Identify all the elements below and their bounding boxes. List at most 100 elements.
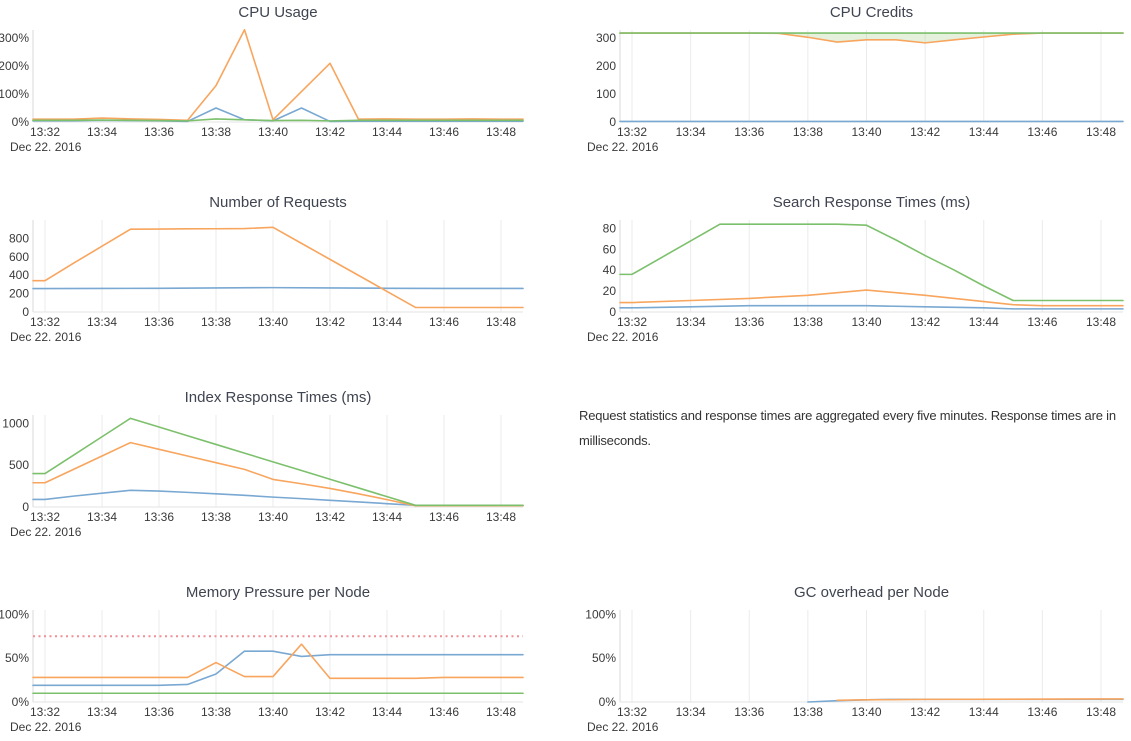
chart-title: CPU Usage bbox=[238, 4, 317, 21]
y-tick-label: 0% bbox=[12, 695, 30, 709]
x-tick-label: 13:34 bbox=[87, 125, 117, 139]
x-tick-label: 13:32 bbox=[30, 510, 60, 524]
y-tick-label: 0 bbox=[609, 115, 616, 129]
series-line-node-orange bbox=[32, 28, 524, 122]
x-tick-label: 13:40 bbox=[258, 510, 288, 524]
x-tick-label: 13:38 bbox=[793, 125, 823, 139]
x-tick-label: 13:42 bbox=[315, 510, 345, 524]
x-tick-label: 13:34 bbox=[676, 125, 706, 139]
y-tick-label: 300% bbox=[0, 31, 29, 45]
y-tick-label: 50% bbox=[592, 651, 616, 665]
search-response-times-plot: Search Response Times (ms) 0 20 40 60 80 13:32… bbox=[587, 194, 1124, 344]
x-tick-label: 13:36 bbox=[144, 510, 174, 524]
x-tick-label: 13:40 bbox=[258, 705, 288, 719]
chart-gc-overhead: GC overhead per Node 0% 50% 100% 13:32 13:34 1… bbox=[575, 580, 1131, 740]
credits-fill-area bbox=[620, 33, 1123, 43]
y-tick-label: 400 bbox=[9, 268, 29, 282]
y-tick-label: 300 bbox=[596, 31, 616, 45]
x-tick-label: 13:38 bbox=[793, 705, 823, 719]
x-tick-label: 13:42 bbox=[910, 315, 940, 329]
y-tick-label: 100% bbox=[585, 607, 616, 621]
x-tick-label: 13:42 bbox=[315, 315, 345, 329]
x-tick-label: 13:40 bbox=[851, 705, 881, 719]
x-tick-label: 13:34 bbox=[676, 315, 706, 329]
x-tick-label: 13:38 bbox=[201, 705, 231, 719]
series-line-memory-orange bbox=[32, 643, 524, 680]
number-of-requests-plot: Number of Requests 0 200 400 600 800 13:32 13:3… bbox=[9, 194, 524, 344]
chart-search-response-times: Search Response Times (ms) 0 20 40 60 80 13:32… bbox=[575, 190, 1131, 350]
chart-memory-pressure: Memory Pressure per Node 0% 50% 100% 13:32 13… bbox=[0, 580, 540, 740]
y-tick-label: 600 bbox=[9, 250, 29, 264]
x-tick-label: 13:48 bbox=[486, 125, 516, 139]
series-line-requests-orange bbox=[32, 226, 524, 309]
chart-cpu-usage: CPU Usage 0% 100% 200% 300% 13:32 13:34 13:36 13… bbox=[0, 0, 540, 160]
x-tick-label: 13:46 bbox=[429, 315, 459, 329]
x-tick-label: 13:36 bbox=[734, 315, 764, 329]
x-tick-label: 13:44 bbox=[969, 315, 999, 329]
series-line-index-green bbox=[32, 417, 524, 507]
chart-title: Index Response Times (ms) bbox=[185, 389, 372, 406]
y-tick-label: 500 bbox=[9, 458, 29, 472]
y-tick-label: 0 bbox=[22, 500, 29, 514]
x-tick-label: 13:48 bbox=[1086, 315, 1116, 329]
x-tick-label: 13:32 bbox=[617, 315, 647, 329]
chart-title: CPU Credits bbox=[830, 4, 913, 21]
x-tick-label: 13:48 bbox=[486, 315, 516, 329]
chart-title: Number of Requests bbox=[209, 194, 347, 211]
x-tick-label: 13:44 bbox=[969, 125, 999, 139]
cpu-usage-plot: CPU Usage 0% 100% 200% 300% 13:32 13:34 13:36 13… bbox=[0, 4, 524, 154]
chart-cpu-credits: CPU Credits 0 100 200 300 13:32 13:34 13:36 13:3… bbox=[575, 0, 1131, 160]
gc-overhead-per-node-plot: GC overhead per Node 0% 50% 100% 13:32 13:34 1… bbox=[585, 584, 1124, 734]
x-tick-label: 13:36 bbox=[144, 705, 174, 719]
x-tick-label: 13:48 bbox=[486, 705, 516, 719]
y-tick-label: 40 bbox=[603, 263, 617, 277]
chart-title: Memory Pressure per Node bbox=[186, 584, 370, 601]
x-tick-label: 13:38 bbox=[201, 510, 231, 524]
cpu-credits-plot: CPU Credits 0 100 200 300 13:32 13:34 13:36 13:3… bbox=[587, 4, 1124, 154]
x-tick-label: 13:46 bbox=[1027, 315, 1057, 329]
chart-title: Search Response Times (ms) bbox=[773, 194, 971, 211]
series-line-index-orange bbox=[32, 441, 524, 507]
x-tick-label: 13:44 bbox=[372, 510, 402, 524]
y-tick-label: 60 bbox=[603, 242, 617, 256]
x-tick-label: 13:34 bbox=[87, 705, 117, 719]
y-tick-label: 800 bbox=[9, 231, 29, 245]
x-tick-label: 13:46 bbox=[429, 125, 459, 139]
x-tick-label: 13:32 bbox=[617, 705, 647, 719]
x-tick-label: 13:44 bbox=[372, 315, 402, 329]
series-line-node-green bbox=[32, 118, 524, 122]
y-tick-label: 200 bbox=[9, 287, 29, 301]
x-tick-label: 13:36 bbox=[734, 705, 764, 719]
aggregation-note: Request statistics and response times ar… bbox=[579, 408, 1116, 448]
x-tick-label: 13:44 bbox=[969, 705, 999, 719]
y-tick-label: 1000 bbox=[2, 416, 29, 430]
y-tick-label: 200% bbox=[0, 59, 29, 73]
x-tick-label: 13:40 bbox=[851, 125, 881, 139]
x-tick-label: 13:34 bbox=[676, 705, 706, 719]
x-tick-label: 13:38 bbox=[793, 315, 823, 329]
y-tick-label: 0 bbox=[22, 305, 29, 319]
date-label: Dec 22. 2016 bbox=[10, 525, 82, 539]
memory-pressure-per-node-plot: Memory Pressure per Node 0% 50% 100% 13:32 13… bbox=[0, 584, 524, 734]
date-label: Dec 22. 2016 bbox=[10, 330, 82, 344]
x-tick-label: 13:42 bbox=[315, 125, 345, 139]
x-tick-label: 13:42 bbox=[910, 125, 940, 139]
series-line-memory-blue bbox=[32, 650, 524, 687]
y-tick-label: 80 bbox=[603, 221, 617, 235]
y-tick-label: 0% bbox=[599, 695, 617, 709]
y-tick-label: 0% bbox=[12, 115, 30, 129]
series-line-requests-blue bbox=[32, 286, 524, 290]
y-tick-label: 0 bbox=[609, 305, 616, 319]
date-label: Dec 22. 2016 bbox=[587, 330, 659, 344]
chart-index-response-times: Index Response Times (ms) 0 500 1000 13:32 13… bbox=[0, 385, 540, 545]
x-tick-label: 13:48 bbox=[1086, 705, 1116, 719]
x-tick-label: 13:36 bbox=[144, 125, 174, 139]
x-tick-label: 13:32 bbox=[30, 315, 60, 329]
date-label: Dec 22. 2016 bbox=[10, 140, 82, 154]
x-tick-label: 13:32 bbox=[30, 705, 60, 719]
series-line-gc-orange bbox=[836, 698, 1124, 702]
x-tick-label: 13:40 bbox=[851, 315, 881, 329]
x-tick-label: 13:46 bbox=[429, 705, 459, 719]
series-line-search-blue bbox=[619, 304, 1124, 310]
x-tick-label: 13:32 bbox=[30, 125, 60, 139]
